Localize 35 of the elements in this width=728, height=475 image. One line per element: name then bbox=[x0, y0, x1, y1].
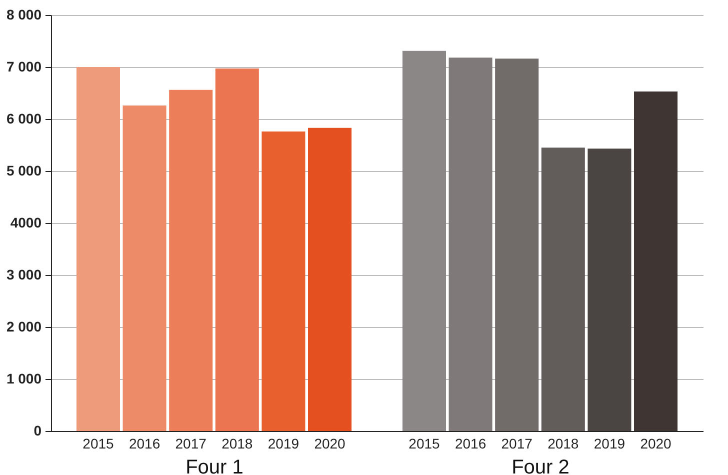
bar bbox=[541, 148, 585, 431]
x-tick-label: 2016 bbox=[454, 436, 486, 452]
bar bbox=[308, 128, 352, 431]
bar bbox=[215, 68, 259, 431]
x-tick-label: 2017 bbox=[175, 436, 207, 452]
bar bbox=[122, 105, 166, 431]
y-tick-label: 3 000 bbox=[6, 266, 42, 282]
x-tick-label: 2017 bbox=[501, 436, 533, 452]
x-axis-title: Four 1 bbox=[186, 456, 244, 475]
y-tick-label: 5 000 bbox=[6, 162, 42, 178]
x-tick-label: 2019 bbox=[268, 436, 300, 452]
x-tick-label: 2016 bbox=[128, 436, 160, 452]
x-tick-label: 2015 bbox=[82, 436, 114, 452]
x-tick-label: 2020 bbox=[314, 436, 346, 452]
x-tick-label: 2018 bbox=[222, 436, 253, 452]
bar bbox=[634, 91, 678, 431]
y-tick-label: 1 000 bbox=[6, 370, 42, 386]
x-tick-label: 2020 bbox=[640, 436, 672, 452]
y-tick-label: 2 000 bbox=[6, 318, 42, 334]
bar bbox=[402, 50, 446, 431]
bar bbox=[495, 58, 539, 431]
y-tick-label: 4000 bbox=[10, 214, 42, 230]
y-tick-label: 6 000 bbox=[6, 110, 42, 126]
x-tick-label: 2015 bbox=[408, 436, 440, 452]
bar bbox=[448, 58, 492, 431]
bar bbox=[588, 148, 632, 431]
bar bbox=[262, 131, 306, 431]
y-tick-label: 8 000 bbox=[6, 6, 42, 22]
bar bbox=[76, 67, 120, 431]
x-tick-label: 2018 bbox=[548, 436, 579, 452]
y-tick-label: 0 bbox=[34, 422, 42, 438]
bar bbox=[169, 90, 213, 431]
y-tick-label: 7 000 bbox=[6, 58, 42, 74]
x-axis-title: Four 2 bbox=[512, 456, 570, 475]
x-tick-label: 2019 bbox=[594, 436, 626, 452]
